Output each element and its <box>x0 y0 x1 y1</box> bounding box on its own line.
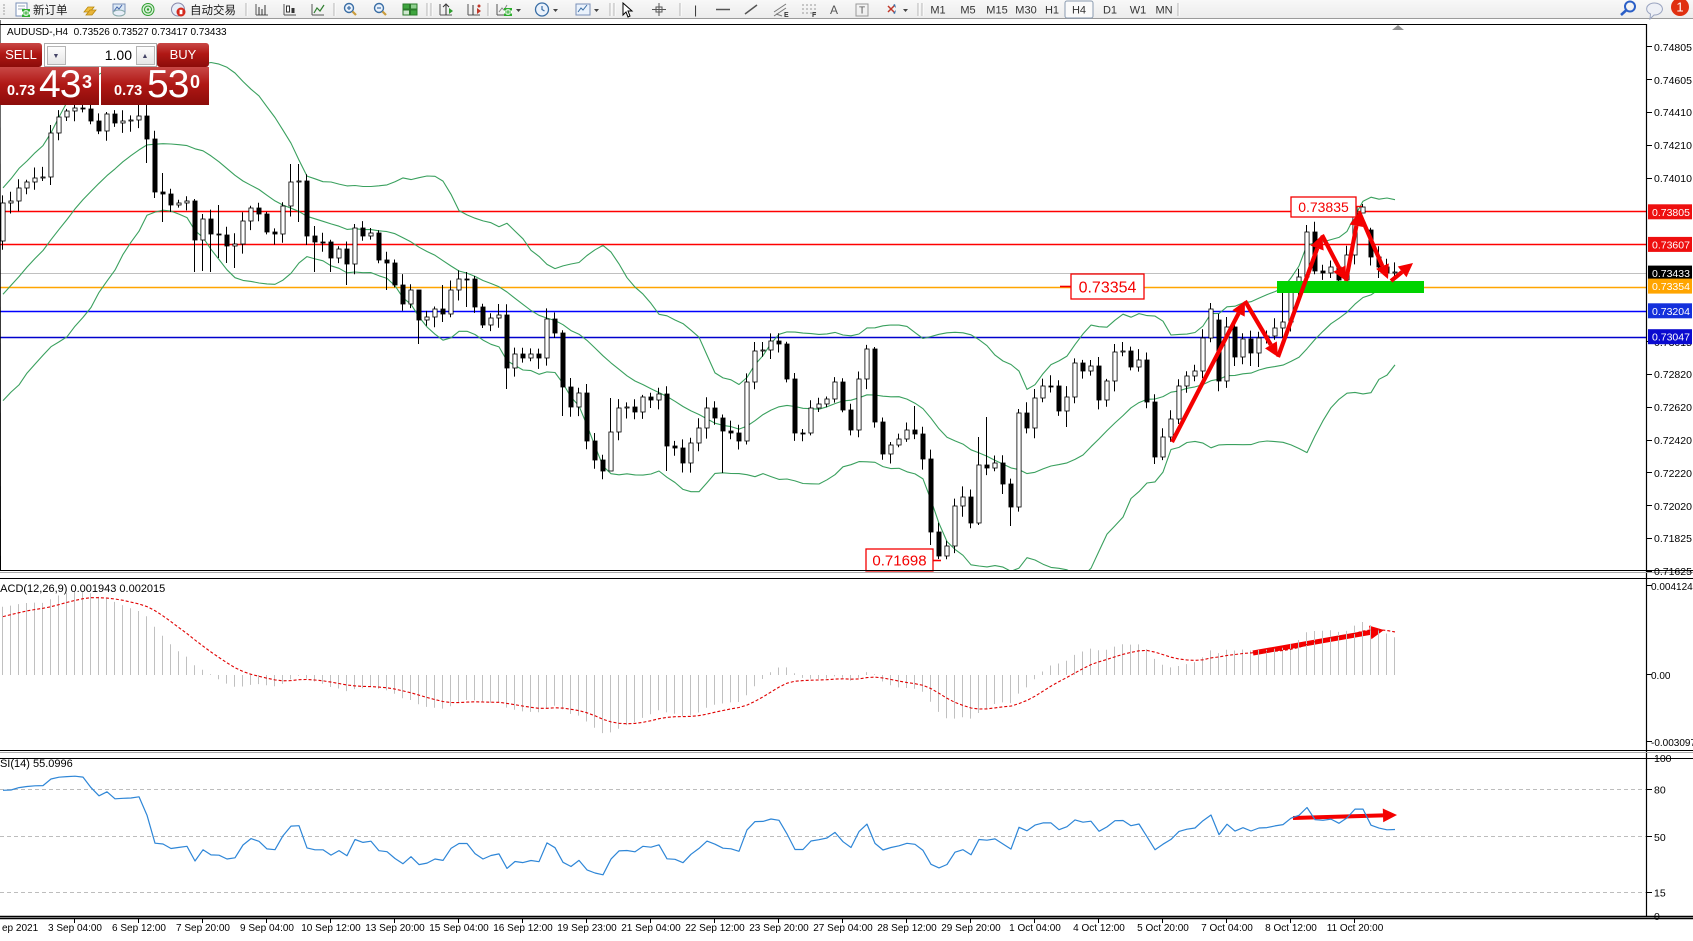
svg-text:15: 15 <box>1654 887 1666 899</box>
svg-text:27 Sep 04:00: 27 Sep 04:00 <box>813 923 873 934</box>
svg-text:0.004124: 0.004124 <box>1651 582 1693 593</box>
svg-text:23 Sep 20:00: 23 Sep 20:00 <box>749 923 809 934</box>
svg-text:19 Sep 23:00: 19 Sep 23:00 <box>557 923 617 934</box>
svg-text:0.71825: 0.71825 <box>1654 533 1692 545</box>
svg-text:0.74010: 0.74010 <box>1654 173 1692 185</box>
svg-text:T: T <box>859 6 865 17</box>
svg-text:-0.003097: -0.003097 <box>1651 738 1693 749</box>
svg-text:F: F <box>812 12 817 19</box>
svg-text:0.72020: 0.72020 <box>1654 501 1692 513</box>
svg-text:RSI(14) 55.0996: RSI(14) 55.0996 <box>0 758 73 770</box>
svg-text:W1: W1 <box>1130 5 1147 17</box>
svg-text:15 Sep 04:00: 15 Sep 04:00 <box>429 923 489 934</box>
svg-text:22 Sep 12:00: 22 Sep 12:00 <box>685 923 745 934</box>
svg-text:6 Sep 12:00: 6 Sep 12:00 <box>112 923 166 934</box>
svg-text:|: | <box>694 3 697 17</box>
svg-text:3 Sep 04:00: 3 Sep 04:00 <box>48 923 102 934</box>
svg-text:0.71698: 0.71698 <box>872 552 926 569</box>
svg-text:28 Sep 12:00: 28 Sep 12:00 <box>877 923 937 934</box>
svg-text:0.73204: 0.73204 <box>1652 306 1690 318</box>
svg-text:8 Oct 12:00: 8 Oct 12:00 <box>1265 923 1317 934</box>
svg-text:29 Sep 20:00: 29 Sep 20:00 <box>941 923 1001 934</box>
svg-text:9 Sep 04:00: 9 Sep 04:00 <box>240 923 294 934</box>
svg-text:50: 50 <box>1654 832 1666 844</box>
svg-text:MACD(12,26,9) 0.001943 0.00201: MACD(12,26,9) 0.001943 0.002015 <box>0 583 165 595</box>
svg-text:自动交易: 自动交易 <box>190 3 236 17</box>
svg-text:0.71625: 0.71625 <box>1654 566 1692 578</box>
svg-text:0.74805: 0.74805 <box>1654 42 1692 54</box>
svg-text:0: 0 <box>1654 911 1660 923</box>
svg-text:A: A <box>830 3 838 17</box>
svg-text:M15: M15 <box>986 5 1007 17</box>
svg-text:5 Oct 20:00: 5 Oct 20:00 <box>1137 923 1189 934</box>
svg-text:M5: M5 <box>960 5 975 17</box>
svg-text:100: 100 <box>1654 753 1672 765</box>
svg-text:0.74210: 0.74210 <box>1654 140 1692 152</box>
svg-text:新订单: 新订单 <box>33 3 68 17</box>
svg-text:0.00: 0.00 <box>1651 671 1671 682</box>
svg-text:16 Sep 12:00: 16 Sep 12:00 <box>493 923 553 934</box>
svg-text:AUDUSD-,H4 0.73526 0.73527 0.: AUDUSD-,H4 0.73526 0.73527 0.73417 0.734… <box>7 27 227 38</box>
svg-text:21 Sep 04:00: 21 Sep 04:00 <box>621 923 681 934</box>
svg-text:13 Sep 20:00: 13 Sep 20:00 <box>365 923 425 934</box>
svg-text:H1: H1 <box>1045 5 1059 17</box>
svg-text:0.73607: 0.73607 <box>1652 239 1690 251</box>
svg-text:0.73835: 0.73835 <box>1298 199 1349 215</box>
svg-text:E: E <box>784 12 789 19</box>
svg-text:0.72220: 0.72220 <box>1654 468 1692 480</box>
svg-text:4 Oct 12:00: 4 Oct 12:00 <box>1073 923 1125 934</box>
svg-text:1 Oct 04:00: 1 Oct 04:00 <box>1009 923 1061 934</box>
svg-text:M1: M1 <box>930 5 945 17</box>
svg-text:0.73433: 0.73433 <box>1652 268 1690 280</box>
svg-text:80: 80 <box>1654 785 1666 797</box>
svg-text:H4: H4 <box>1072 5 1086 17</box>
svg-text:M30: M30 <box>1015 5 1036 17</box>
svg-text:0.72420: 0.72420 <box>1654 435 1692 447</box>
svg-text:0.72820: 0.72820 <box>1654 369 1692 381</box>
svg-text:D1: D1 <box>1103 5 1117 17</box>
svg-text:1: 1 <box>1676 0 1683 15</box>
svg-text:7 Oct 04:00: 7 Oct 04:00 <box>1201 923 1253 934</box>
svg-text:0.73805: 0.73805 <box>1652 207 1690 219</box>
svg-text:11 Oct 20:00: 11 Oct 20:00 <box>1327 923 1384 934</box>
svg-text:MN: MN <box>1155 5 1172 17</box>
svg-text:0.72620: 0.72620 <box>1654 402 1692 414</box>
svg-text:0.73047: 0.73047 <box>1652 332 1690 344</box>
svg-text:0.74605: 0.74605 <box>1654 75 1692 87</box>
svg-text:0.74410: 0.74410 <box>1654 107 1692 119</box>
svg-text:10 Sep 12:00: 10 Sep 12:00 <box>301 923 361 934</box>
svg-text:0.73354: 0.73354 <box>1079 279 1137 296</box>
svg-text:ep 2021: ep 2021 <box>2 923 39 934</box>
svg-text:0.73354: 0.73354 <box>1652 281 1690 293</box>
svg-text:7 Sep 20:00: 7 Sep 20:00 <box>176 923 230 934</box>
